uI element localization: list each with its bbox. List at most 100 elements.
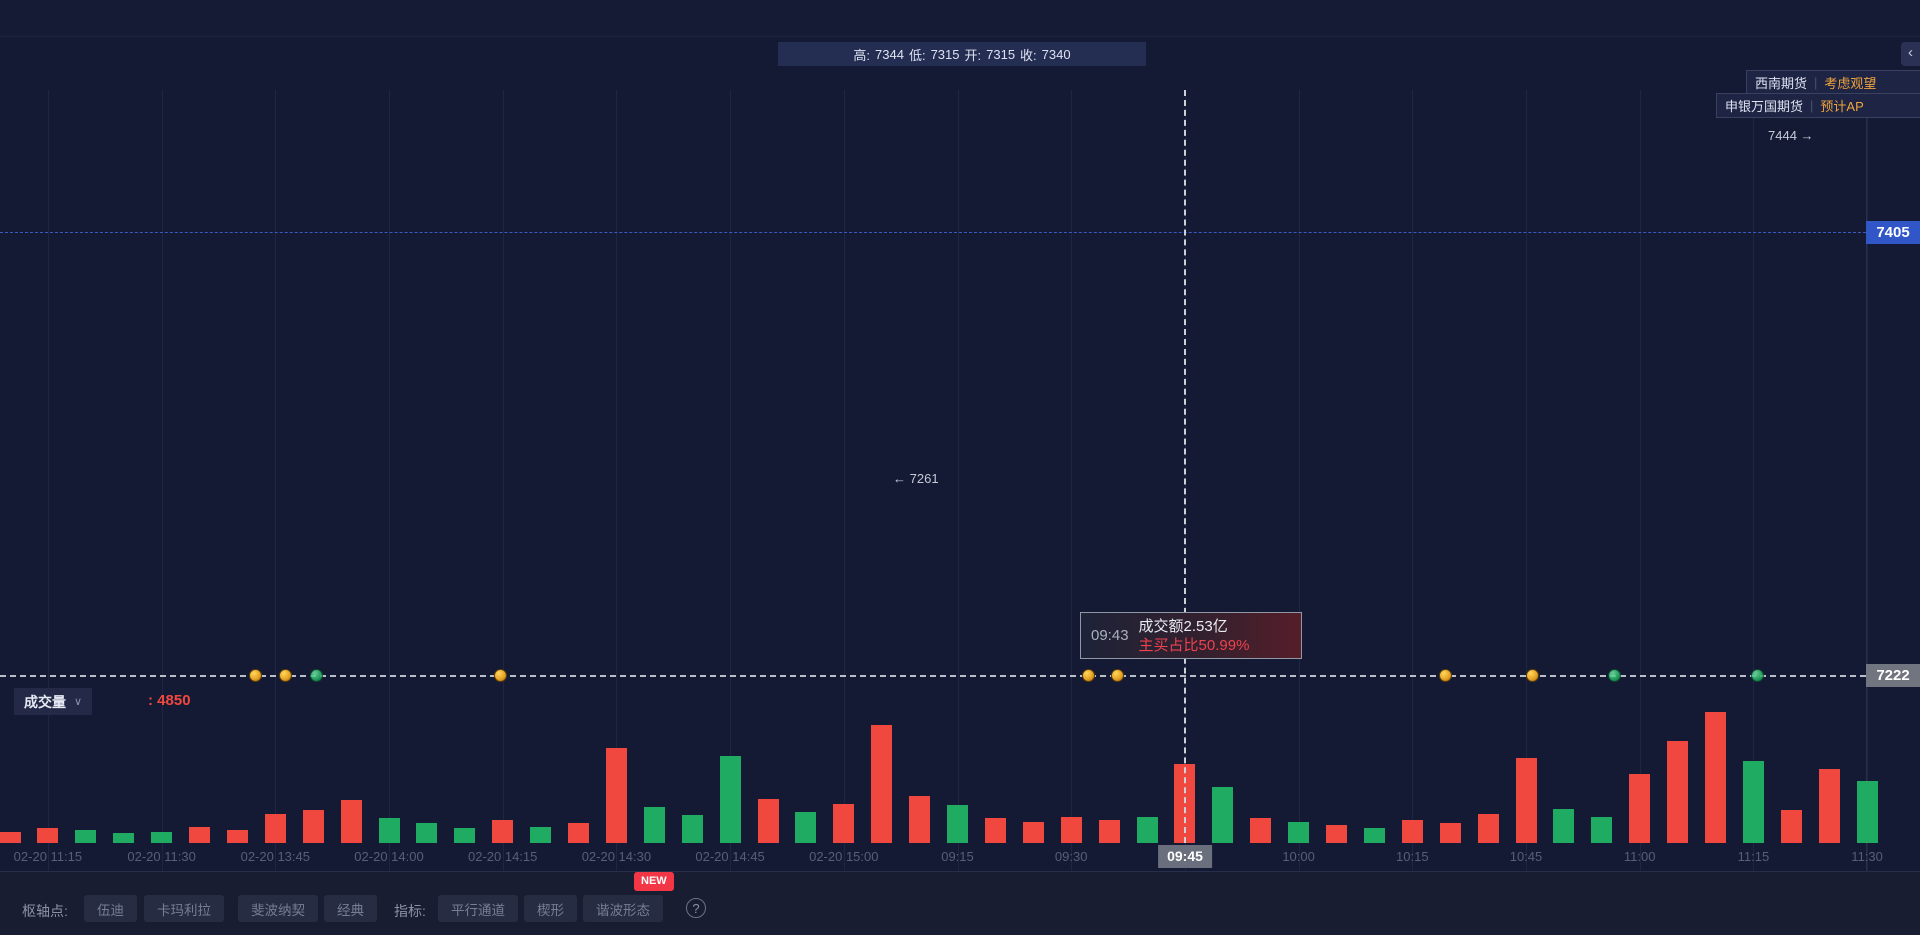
indicators-label: 指标: bbox=[394, 903, 426, 919]
broker-name: 申银万国期货 bbox=[1725, 99, 1804, 114]
left-arrow-icon: ← bbox=[893, 471, 906, 486]
help-icon[interactable]: ? bbox=[686, 898, 706, 918]
event-marker-icon[interactable] bbox=[1608, 669, 1621, 682]
high-label: 高: bbox=[853, 47, 871, 63]
high-price-annotation: 7444 → bbox=[1768, 128, 1814, 143]
pivot-woodie-button[interactable]: 伍迪 bbox=[84, 895, 137, 922]
pivot-classic-button[interactable]: 经典 bbox=[324, 895, 377, 922]
event-marker-icon[interactable] bbox=[1082, 669, 1095, 682]
time-axis-label: 10:15 bbox=[1396, 849, 1429, 864]
event-marker-icon[interactable] bbox=[310, 669, 323, 682]
volume-bar bbox=[1553, 808, 1575, 843]
gridline-vertical bbox=[275, 90, 277, 871]
time-axis-label: 02-20 14:30 bbox=[581, 849, 652, 864]
volume-bar bbox=[226, 829, 248, 843]
gridline-vertical bbox=[1071, 90, 1073, 871]
volume-indicator-label: 成交量 bbox=[24, 693, 66, 710]
reference-price-badge: 7222 bbox=[1866, 664, 1920, 687]
ohlc-info-bar: 高: 7344 低: 7315 开: 7315 收: 7340 bbox=[778, 42, 1146, 66]
gridline-vertical bbox=[616, 90, 618, 871]
time-axis-label: 09:15 bbox=[941, 849, 974, 864]
time-axis-label: 02-20 14:15 bbox=[467, 849, 538, 864]
volume-bar bbox=[302, 810, 324, 843]
pivot-camarilla-button[interactable]: 卡玛利拉 bbox=[144, 895, 224, 922]
divider: | bbox=[1810, 98, 1814, 113]
low-value: 7315 bbox=[930, 46, 960, 62]
volume-bar bbox=[1098, 820, 1120, 843]
time-axis-label: 09:30 bbox=[1054, 849, 1088, 864]
volume-bar bbox=[530, 826, 552, 843]
volume-bar bbox=[1060, 816, 1082, 843]
volume-bar bbox=[1629, 774, 1651, 843]
gridline-vertical bbox=[1867, 90, 1869, 871]
volume-bar bbox=[151, 831, 173, 843]
pivot-points-label: 枢轴点: bbox=[22, 903, 68, 919]
volume-bar bbox=[833, 803, 855, 843]
volume-bar bbox=[1363, 828, 1385, 843]
harmonic-pattern-button[interactable]: 谐波形态 bbox=[583, 895, 663, 922]
open-label: 开: bbox=[964, 47, 982, 63]
volume-bar bbox=[1022, 821, 1044, 843]
gridline-vertical bbox=[1753, 90, 1755, 871]
chevron-down-icon: ∨ bbox=[74, 696, 83, 708]
time-axis-label: 02-20 13:45 bbox=[240, 849, 310, 864]
tooltip-time: 09:43 bbox=[1091, 627, 1129, 644]
gridline-vertical bbox=[1639, 90, 1641, 871]
volume-bar bbox=[681, 815, 703, 843]
bottom-toolbar: 枢轴点: 伍迪 卡玛利拉 斐波纳契 经典 指标: 平行通道 楔形 谐波形态 NE… bbox=[0, 872, 1920, 935]
pivot-fibonacci-button[interactable]: 斐波纳契 bbox=[238, 895, 318, 922]
volume-bar bbox=[75, 829, 97, 843]
open-value: 7315 bbox=[986, 46, 1016, 62]
volume-bar bbox=[1515, 757, 1537, 843]
high-value: 7344 bbox=[875, 46, 904, 62]
time-axis-label: 11:30 bbox=[1851, 849, 1883, 864]
tooltip-turnover: 成交额2.53亿 bbox=[1138, 617, 1228, 635]
volume-indicator-dropdown[interactable]: 成交量 ∨ bbox=[14, 688, 93, 715]
gridline-vertical bbox=[843, 90, 845, 871]
volume-bar bbox=[605, 748, 627, 843]
event-marker-icon[interactable] bbox=[1751, 669, 1764, 682]
gridline-vertical bbox=[1526, 90, 1527, 871]
gridline-vertical bbox=[161, 90, 163, 871]
tooltip-buy-ratio: 主买占比50.99% bbox=[1138, 636, 1250, 654]
volume-bar bbox=[1288, 821, 1310, 843]
volume-value-readout: : 4850 bbox=[148, 692, 191, 709]
volume-bar bbox=[1439, 823, 1461, 843]
crosshair-vertical-line bbox=[1184, 90, 1186, 843]
volume-bar bbox=[113, 833, 135, 843]
wedge-button[interactable]: 楔形 bbox=[524, 895, 577, 922]
parallel-channel-button[interactable]: 平行通道 bbox=[438, 895, 518, 922]
new-feature-badge: NEW bbox=[634, 872, 674, 891]
event-marker-icon[interactable] bbox=[249, 669, 262, 682]
broker-opinion-text: 考虑观望 bbox=[1824, 76, 1877, 91]
volume-bar bbox=[1705, 712, 1726, 843]
gridline-vertical bbox=[1298, 90, 1300, 871]
last-price-line bbox=[0, 232, 1866, 233]
time-axis-label: 02-20 11:30 bbox=[127, 849, 196, 864]
close-label: 收: bbox=[1020, 47, 1037, 63]
gridline-vertical bbox=[389, 90, 390, 871]
event-marker-icon[interactable] bbox=[1526, 669, 1539, 682]
event-marker-icon[interactable] bbox=[1111, 669, 1124, 682]
volume-bar bbox=[643, 806, 665, 843]
time-axis-label: 11:00 bbox=[1623, 849, 1656, 864]
broker-opinion-tag[interactable]: 西南期货 | 考虑观望 bbox=[1746, 70, 1920, 95]
event-marker-icon[interactable] bbox=[1439, 669, 1452, 682]
volume-bar bbox=[1818, 769, 1840, 843]
volume-bar bbox=[1742, 761, 1764, 843]
event-marker-icon[interactable] bbox=[494, 669, 507, 682]
volume-bar bbox=[416, 823, 438, 843]
gridline-vertical bbox=[957, 90, 959, 871]
broker-opinion-text: 预计AP bbox=[1820, 99, 1864, 114]
time-axis-label: 11:15 bbox=[1737, 849, 1770, 864]
volume-bar bbox=[1250, 818, 1272, 843]
broker-opinion-tag[interactable]: 申银万国期货 | 预计AP bbox=[1716, 93, 1920, 118]
crosshair-time-badge: 09:45 bbox=[1158, 845, 1212, 868]
collapse-panel-button[interactable]: ‹ bbox=[1901, 42, 1920, 66]
toolbar-divider bbox=[0, 871, 1920, 872]
low-price-annotation: ← 7261 bbox=[893, 471, 939, 486]
event-marker-icon[interactable] bbox=[279, 669, 292, 682]
volume-bar bbox=[1780, 810, 1802, 843]
